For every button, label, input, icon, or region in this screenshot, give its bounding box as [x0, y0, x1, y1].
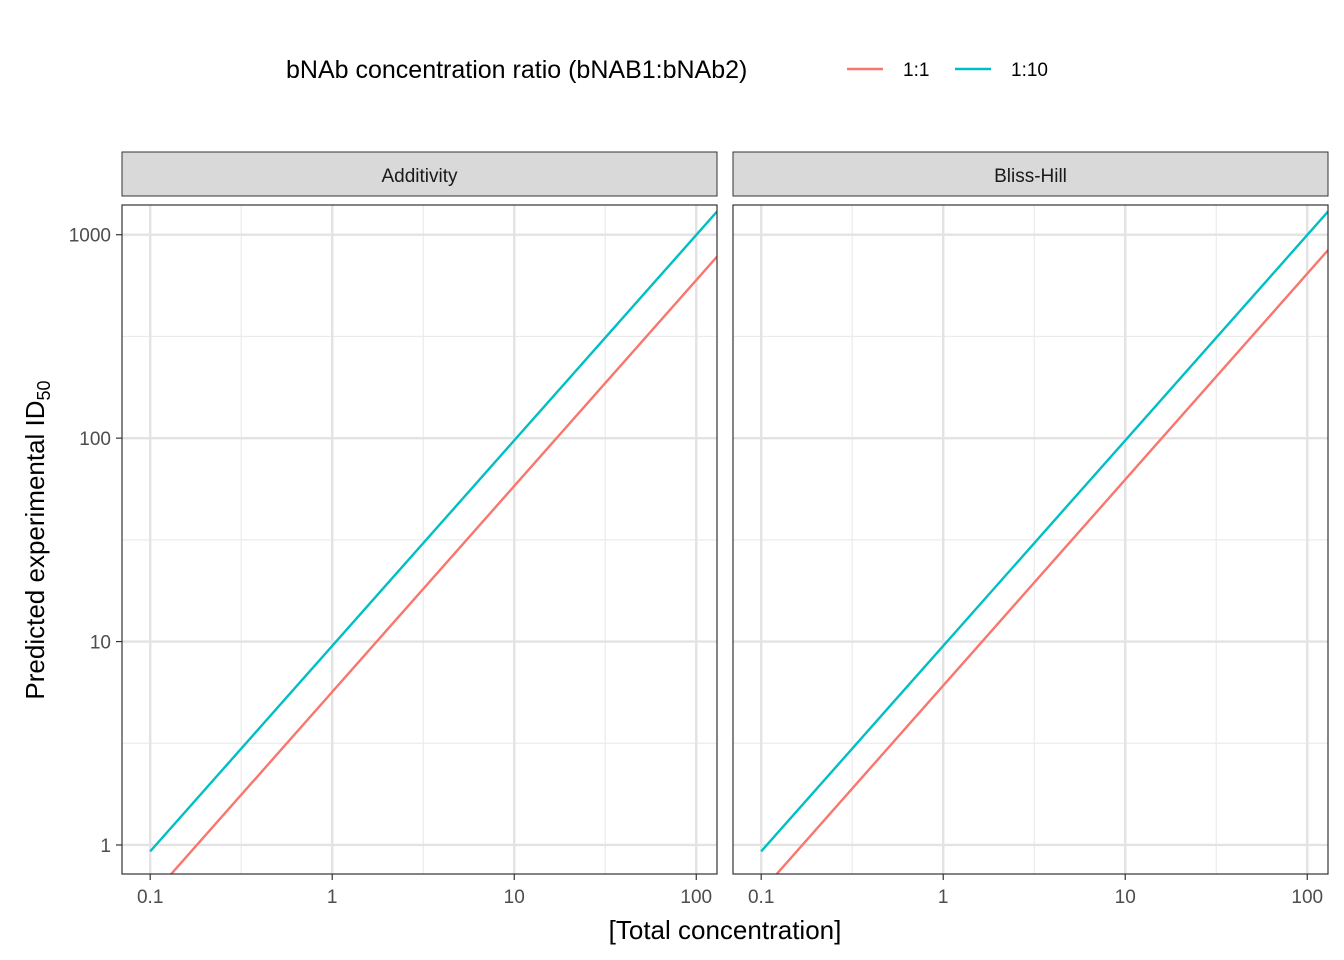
y-tick-label: 10 — [90, 633, 111, 654]
x-tick-label: 1 — [327, 887, 338, 908]
x-tick-label: 10 — [1115, 887, 1136, 908]
facet-title-bliss-hill: Bliss-Hill — [994, 166, 1067, 187]
legend: bNAb concentration ratio (bNAB1:bNAb2) 1… — [286, 56, 1048, 84]
x-tick-label: 100 — [680, 887, 712, 908]
series-line-1-10 — [149, 210, 717, 853]
x-axis-additivity: 0.1 1 10 100 — [137, 874, 712, 908]
series-additivity — [149, 210, 717, 874]
series-bliss-hill — [760, 210, 1328, 874]
series-line-1-1 — [775, 249, 1328, 874]
x-axis-bliss-hill: 0.1 1 10 100 — [748, 874, 1323, 908]
legend-title: bNAb concentration ratio (bNAB1:bNAb2) — [286, 56, 747, 84]
legend-label-1-10: 1:10 — [1011, 60, 1048, 81]
facet-strip-bliss-hill: Bliss-Hill — [732, 151, 1329, 197]
y-axis-title-main: Predicted experimental ID — [20, 400, 50, 699]
y-tick-label: 1000 — [69, 226, 111, 247]
x-axis-title: [Total concentration] — [609, 915, 842, 945]
series-line-1-1 — [169, 255, 717, 874]
y-axis: 1 10 100 1000 — [69, 226, 122, 857]
x-tick-label: 1 — [938, 887, 949, 908]
panel-bliss-hill — [732, 204, 1329, 875]
x-tick-label: 10 — [504, 887, 525, 908]
x-tick-label: 100 — [1291, 887, 1323, 908]
grid-bliss-hill — [733, 205, 1328, 874]
x-tick-label: 0.1 — [137, 887, 163, 908]
y-tick-label: 1 — [100, 836, 111, 857]
facet-title-additivity: Additivity — [381, 166, 458, 187]
panel-additivity — [121, 204, 718, 875]
series-line-1-10 — [760, 210, 1328, 853]
facet-strip-additivity: Additivity — [121, 151, 718, 197]
y-tick-label: 100 — [79, 429, 111, 450]
x-tick-label: 0.1 — [748, 887, 774, 908]
y-axis-title-subscript: 50 — [34, 380, 54, 400]
legend-label-1-1: 1:1 — [903, 60, 929, 81]
y-axis-title: Predicted experimental ID50 — [20, 380, 54, 699]
grid-additivity — [122, 205, 717, 874]
